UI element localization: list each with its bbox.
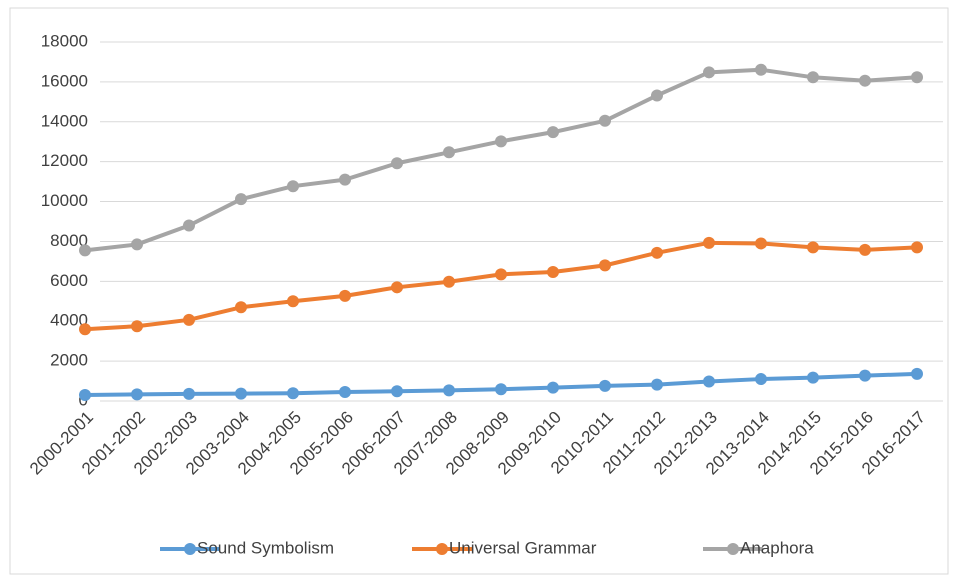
data-point [339, 289, 351, 302]
data-point [339, 386, 351, 399]
y-tick-label: 18000 [41, 31, 88, 50]
data-point [131, 320, 143, 333]
data-point [859, 243, 871, 256]
data-point [911, 241, 923, 254]
data-point [807, 71, 819, 84]
data-point [703, 375, 715, 388]
data-point [183, 219, 195, 232]
data-point [755, 373, 767, 386]
data-point [339, 173, 351, 186]
data-point [911, 367, 923, 380]
data-point [755, 237, 767, 250]
data-point [651, 89, 663, 102]
data-point [807, 241, 819, 254]
data-point [703, 66, 715, 79]
data-point [131, 238, 143, 251]
data-point [495, 383, 507, 396]
data-point [287, 180, 299, 193]
data-point [183, 387, 195, 400]
data-point [443, 146, 455, 159]
y-tick-label: 4000 [50, 311, 88, 330]
data-point [79, 244, 91, 257]
data-point [703, 236, 715, 249]
data-point [911, 71, 923, 84]
data-point [391, 157, 403, 170]
data-point [547, 126, 559, 139]
data-point [79, 389, 91, 402]
legend-label: Sound Symbolism [197, 538, 334, 557]
data-point [495, 135, 507, 148]
data-point [807, 371, 819, 384]
data-point [547, 265, 559, 278]
data-point [443, 384, 455, 397]
legend-marker [184, 543, 196, 555]
y-tick-label: 16000 [41, 71, 88, 90]
data-point [183, 313, 195, 326]
data-point [235, 193, 247, 206]
legend-label: Anaphora [740, 538, 814, 557]
y-tick-label: 10000 [41, 191, 88, 210]
data-point [391, 385, 403, 398]
data-point [651, 378, 663, 391]
y-tick-label: 14000 [41, 111, 88, 130]
data-point [235, 301, 247, 314]
data-point [599, 379, 611, 392]
y-tick-label: 12000 [41, 151, 88, 170]
data-point [131, 388, 143, 401]
data-point [235, 387, 247, 400]
chart-border [9, 7, 949, 575]
data-point [651, 246, 663, 259]
data-point [443, 275, 455, 288]
data-point [495, 268, 507, 281]
data-point [287, 387, 299, 400]
legend-marker [436, 543, 448, 555]
data-point [79, 323, 91, 336]
legend-label: Universal Grammar [449, 538, 597, 557]
data-point [391, 281, 403, 294]
data-point [547, 381, 559, 394]
legend-marker [727, 543, 739, 555]
data-point [599, 114, 611, 127]
data-point [287, 295, 299, 308]
data-point [599, 259, 611, 272]
data-point [755, 63, 767, 76]
data-point [859, 74, 871, 87]
y-tick-label: 2000 [50, 351, 88, 370]
y-tick-label: 6000 [50, 271, 88, 290]
y-tick-label: 8000 [50, 231, 88, 250]
data-point [859, 369, 871, 382]
